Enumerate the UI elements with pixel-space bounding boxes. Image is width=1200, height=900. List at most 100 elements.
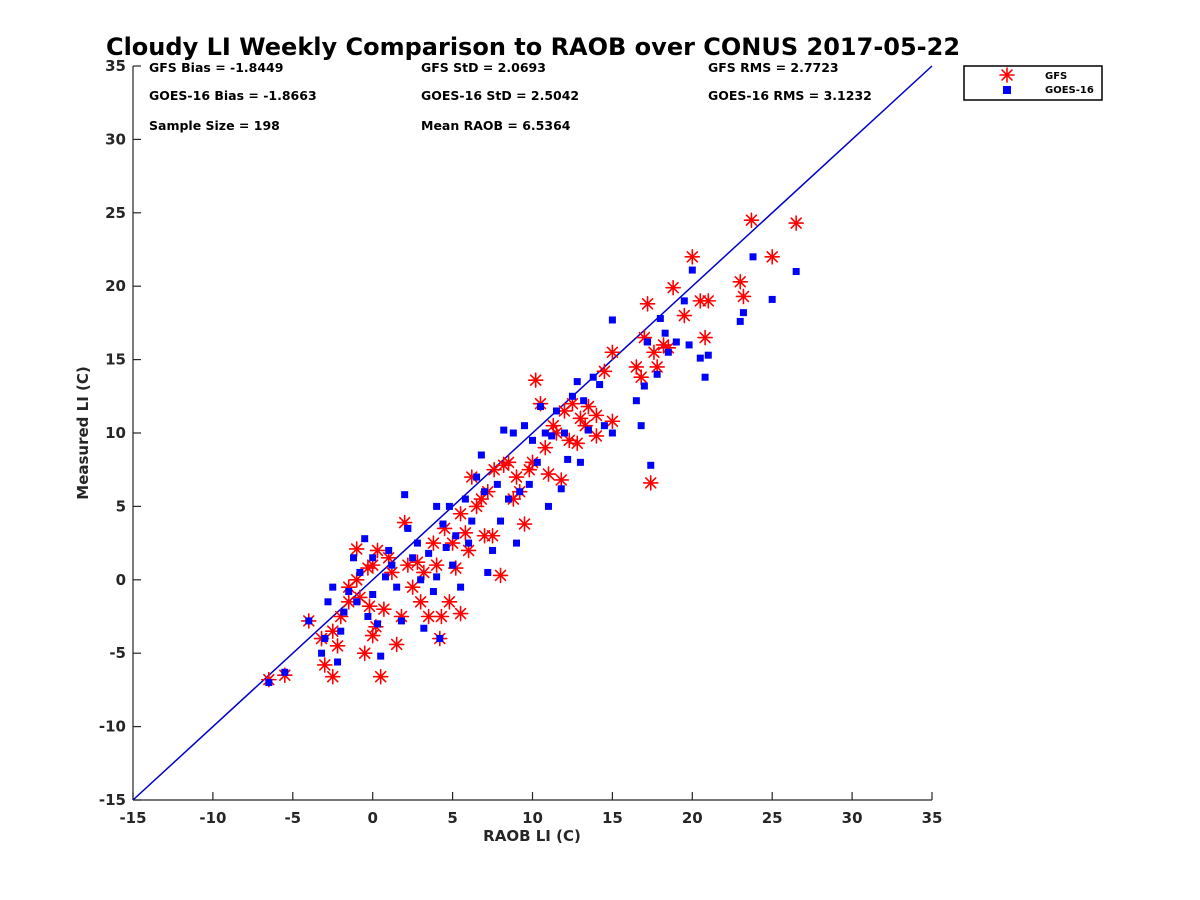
goes16-point xyxy=(536,403,544,411)
goes16-point xyxy=(337,627,345,635)
goes16-point xyxy=(350,554,358,562)
goes16-point xyxy=(557,485,565,493)
goes16-point xyxy=(413,539,421,547)
goes16-point xyxy=(739,309,747,317)
goes16-point xyxy=(749,253,757,261)
goes16-point xyxy=(701,373,709,381)
goes16-point xyxy=(525,480,533,488)
x-tick-label: 5 xyxy=(447,809,457,827)
goes16-point xyxy=(600,422,608,430)
goes16-point xyxy=(584,426,592,434)
gfs-point xyxy=(484,527,501,544)
goes16-point xyxy=(281,668,289,676)
goes16-point xyxy=(637,422,645,430)
goes16-point xyxy=(653,370,661,378)
goes16-point xyxy=(516,488,524,496)
gfs-point xyxy=(676,307,693,324)
goes16-point xyxy=(493,480,501,488)
goes16-point xyxy=(373,620,381,628)
legend-gfs-marker xyxy=(999,67,1015,83)
gfs-point xyxy=(348,541,365,557)
goes16-point xyxy=(433,502,441,510)
goes16-point xyxy=(596,381,604,389)
gfs-point xyxy=(743,212,760,228)
stat-text: Sample Size = 198 xyxy=(149,118,280,133)
goes16-point xyxy=(452,532,460,540)
goes16-point xyxy=(680,297,688,305)
goes16-point xyxy=(353,598,361,606)
goes16-point xyxy=(644,338,652,346)
gfs-point xyxy=(329,638,346,654)
stat-text: Mean RAOB = 6.5364 xyxy=(421,118,571,133)
goes16-point xyxy=(481,488,489,496)
legend-gfs-asterisk xyxy=(999,67,1015,83)
reference-line xyxy=(132,65,933,801)
x-tick-label: -15 xyxy=(119,809,146,827)
gfs-point xyxy=(420,608,437,625)
goes16-point xyxy=(564,455,572,463)
goes16-point xyxy=(548,432,556,440)
goes16-point xyxy=(552,407,560,415)
gfs-point xyxy=(646,344,662,361)
gfs-point xyxy=(692,293,709,309)
gfs-point xyxy=(361,598,378,615)
goes16-point xyxy=(265,679,273,687)
gfs-point xyxy=(452,605,469,622)
goes16-point xyxy=(425,549,433,557)
gfs-point xyxy=(735,288,752,305)
x-tick-label: -10 xyxy=(199,809,226,827)
gfs-point xyxy=(500,454,517,471)
gfs-point xyxy=(527,372,544,388)
goes16-point xyxy=(560,429,568,437)
goes16-point xyxy=(369,590,377,598)
goes16-point xyxy=(361,535,369,543)
gfs-point xyxy=(441,594,458,610)
goes16-point xyxy=(364,613,372,620)
x-tick-label: 35 xyxy=(922,809,943,827)
goes16-point xyxy=(388,561,396,569)
x-tick-label: 25 xyxy=(762,809,783,827)
gfs-point xyxy=(553,472,570,488)
goes16-point xyxy=(356,568,364,576)
legend-label-goes16: GOES-16 xyxy=(1045,85,1094,96)
stat-text: GOES-16 Bias = -1.8663 xyxy=(149,88,317,103)
goes16-point xyxy=(420,624,428,632)
goes16-point xyxy=(305,617,313,625)
gfs-point xyxy=(684,249,701,265)
goes16-point xyxy=(576,458,584,466)
gfs-point xyxy=(537,439,554,456)
axis-ticks: -15 -10 -5 0 5 10 15 20 25 30 35 -15 -10 -5 0 5 10 15 20 25… xyxy=(99,57,943,827)
legend-goes16-marker xyxy=(1003,86,1011,94)
goes16-point xyxy=(465,539,473,547)
goes16-point xyxy=(696,354,704,362)
x-tick-label: 0 xyxy=(367,809,377,827)
gfs-point xyxy=(604,413,621,430)
x-tick-label: 30 xyxy=(842,809,863,827)
goes16-point xyxy=(544,502,552,510)
goes16-point xyxy=(417,576,425,584)
goes16-point xyxy=(533,458,541,466)
x-tick-label: 20 xyxy=(682,809,703,827)
gfs-point xyxy=(425,535,442,551)
x-tick-label: 15 xyxy=(602,809,623,827)
y-tick-label: -15 xyxy=(99,791,126,809)
legend: GFS GOES-16 xyxy=(963,65,1103,101)
goes16-point xyxy=(473,473,481,481)
gfs-point xyxy=(412,594,429,610)
stat-text: GFS RMS = 2.7723 xyxy=(708,60,839,75)
goes16-point xyxy=(672,338,680,346)
goes16-point xyxy=(340,608,348,616)
goes16-point xyxy=(457,583,465,591)
gfs-point xyxy=(428,557,445,573)
goes16-point xyxy=(664,348,672,356)
gfs-point xyxy=(316,657,333,673)
gfs-point xyxy=(457,525,474,541)
y-tick-label: 25 xyxy=(105,204,126,222)
legend-label-gfs: GFS xyxy=(1045,71,1067,82)
goes16-point xyxy=(381,573,389,581)
gfs-point xyxy=(764,249,781,265)
gfs-point xyxy=(665,279,681,296)
goes16-point xyxy=(329,583,337,591)
gfs-point xyxy=(324,668,341,685)
goes16-point xyxy=(324,598,332,606)
